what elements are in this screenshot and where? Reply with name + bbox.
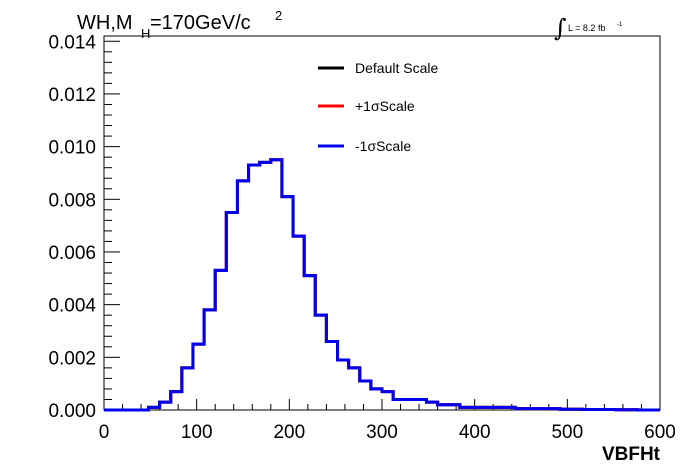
chart-title-superscript: 2 [275, 8, 282, 23]
plot-frame [103, 35, 661, 411]
chart-title: WH,M [77, 12, 133, 34]
y-tick-label: 0.012 [48, 85, 96, 106]
x-tick-label: 500 [551, 422, 583, 443]
series-line-2 [104, 158, 660, 412]
x-tick-label: 600 [644, 422, 676, 443]
lumi-integral-symbol: ∫ [554, 14, 567, 42]
series-line-0 [104, 158, 660, 412]
chart-title-rest: =170GeV/c [150, 12, 251, 34]
y-tick-label: 0.010 [48, 138, 96, 159]
x-tick-label: 100 [181, 422, 213, 443]
x-tick-label: 0 [99, 422, 110, 443]
x-tick-label: 300 [366, 422, 398, 443]
y-tick-label: 0.006 [48, 243, 96, 264]
legend-label: Default Scale [355, 60, 438, 76]
series-line-1 [104, 158, 660, 412]
x-axis-label: VBFHt [602, 444, 661, 465]
chart-title-subscript: H [141, 26, 150, 41]
x-tick-label: 200 [273, 422, 305, 443]
lumi-superscript: -1 [617, 22, 623, 28]
legend-label: +1σScale [355, 98, 415, 114]
y-tick-label: 0.002 [48, 348, 96, 369]
x-tick-label: 400 [459, 422, 491, 443]
legend-label: -1σScale [355, 138, 411, 154]
y-tick-label: 0.008 [48, 190, 96, 211]
y-tick-label: 0.004 [48, 296, 96, 317]
lumi-label: L = 8.2 fb [568, 23, 605, 33]
y-tick-label: 0.000 [48, 401, 96, 422]
y-tick-label: 0.014 [48, 32, 96, 53]
